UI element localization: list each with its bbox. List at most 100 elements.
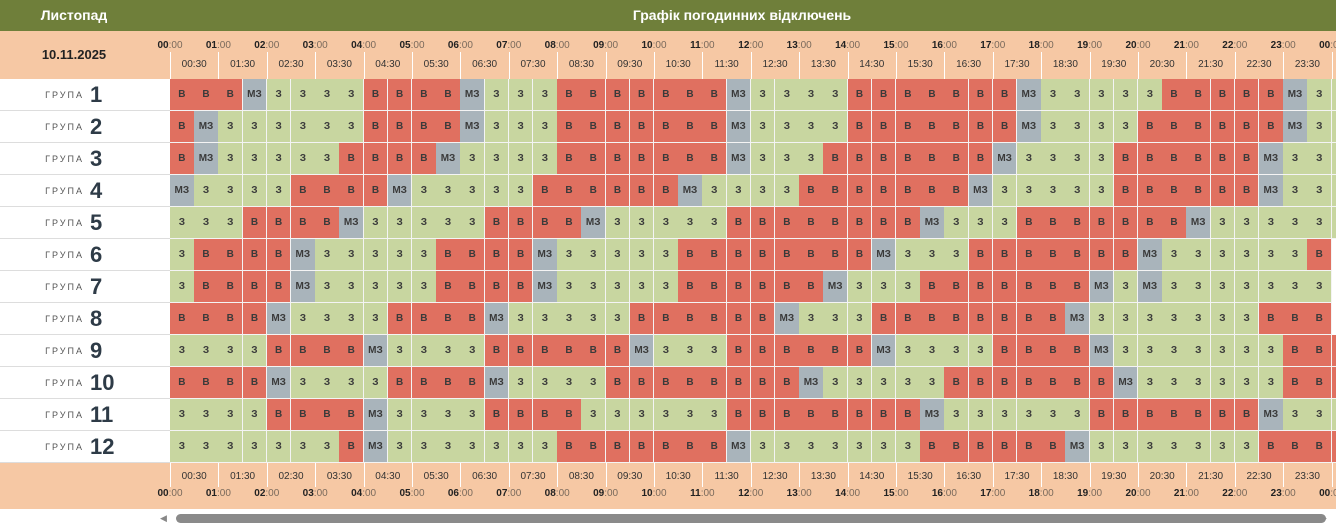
schedule-cell[interactable]: З (194, 335, 219, 367)
schedule-cell[interactable]: З (436, 175, 461, 207)
schedule-cell[interactable]: З (775, 111, 800, 143)
schedule-cell[interactable]: З (992, 175, 1018, 207)
schedule-cell[interactable]: З (533, 111, 558, 143)
schedule-cell[interactable]: В (1017, 239, 1042, 271)
schedule-cell[interactable]: В (629, 303, 655, 335)
schedule-cell[interactable]: В (1307, 239, 1333, 271)
schedule-cell[interactable]: З (484, 79, 510, 111)
schedule-cell[interactable]: В (823, 207, 849, 239)
schedule-cell[interactable]: В (847, 175, 873, 207)
schedule-cell[interactable]: В (557, 207, 582, 239)
schedule-cell[interactable]: МЗ (170, 175, 195, 207)
schedule-cell[interactable]: З (629, 207, 655, 239)
schedule-cell[interactable]: З (484, 143, 510, 175)
schedule-cell[interactable]: В (1089, 367, 1115, 399)
schedule-cell[interactable]: В (1162, 111, 1187, 143)
schedule-cell[interactable]: В (847, 143, 873, 175)
schedule-cell[interactable]: З (871, 367, 897, 399)
schedule-cell[interactable]: З (1089, 143, 1115, 175)
schedule-cell[interactable]: В (218, 239, 244, 271)
schedule-cell[interactable]: В (1138, 207, 1163, 239)
schedule-cell[interactable]: В (871, 175, 897, 207)
schedule-cell[interactable]: В (218, 367, 244, 399)
schedule-cell[interactable]: З (315, 271, 340, 303)
schedule-cell[interactable]: З (1331, 207, 1336, 239)
schedule-cell[interactable]: МЗ (436, 143, 461, 175)
schedule-cell[interactable]: З (291, 303, 316, 335)
schedule-cell[interactable]: В (629, 143, 655, 175)
schedule-cell[interactable]: В (992, 367, 1018, 399)
schedule-cell[interactable]: З (896, 239, 921, 271)
schedule-cell[interactable]: В (387, 143, 413, 175)
schedule-cell[interactable]: МЗ (1065, 431, 1091, 463)
schedule-cell[interactable]: З (387, 335, 413, 367)
schedule-cell[interactable]: В (1113, 207, 1139, 239)
schedule-cell[interactable]: З (533, 367, 558, 399)
schedule-cell[interactable]: З (1138, 367, 1163, 399)
schedule-cell[interactable]: В (968, 271, 994, 303)
schedule-cell[interactable]: В (436, 111, 461, 143)
schedule-cell[interactable]: МЗ (629, 335, 655, 367)
schedule-cell[interactable]: МЗ (266, 303, 292, 335)
schedule-cell[interactable]: З (702, 399, 728, 431)
schedule-cell[interactable]: З (1210, 431, 1236, 463)
schedule-cell[interactable]: МЗ (1017, 111, 1042, 143)
schedule-cell[interactable]: З (654, 207, 679, 239)
schedule-cell[interactable]: В (871, 143, 897, 175)
schedule-cell[interactable]: З (1186, 271, 1212, 303)
schedule-cell[interactable]: В (799, 399, 824, 431)
schedule-cell[interactable]: З (1307, 271, 1333, 303)
schedule-cell[interactable]: МЗ (726, 79, 752, 111)
schedule-cell[interactable]: В (605, 367, 631, 399)
schedule-cell[interactable]: З (1089, 79, 1115, 111)
schedule-cell[interactable]: В (1017, 207, 1042, 239)
schedule-cell[interactable]: В (1234, 175, 1260, 207)
schedule-cell[interactable]: З (1138, 431, 1163, 463)
schedule-cell[interactable]: З (871, 431, 897, 463)
schedule-cell[interactable]: В (484, 207, 510, 239)
schedule-cell[interactable]: В (266, 207, 292, 239)
schedule-cell[interactable]: В (1017, 431, 1042, 463)
schedule-cell[interactable]: В (533, 175, 558, 207)
schedule-cell[interactable]: В (291, 175, 316, 207)
schedule-cell[interactable]: З (291, 143, 316, 175)
schedule-cell[interactable]: В (218, 303, 244, 335)
schedule-cell[interactable]: В (1283, 303, 1308, 335)
schedule-cell[interactable]: З (266, 143, 292, 175)
scroll-right-icon[interactable]: ▶ (1320, 513, 1327, 523)
schedule-cell[interactable]: З (581, 303, 607, 335)
schedule-cell[interactable]: В (508, 239, 534, 271)
schedule-cell[interactable]: В (1259, 79, 1284, 111)
schedule-cell[interactable]: З (387, 271, 413, 303)
schedule-cell[interactable]: В (436, 271, 461, 303)
schedule-cell[interactable]: В (702, 79, 728, 111)
schedule-cell[interactable]: В (605, 431, 631, 463)
schedule-cell[interactable]: В (242, 271, 268, 303)
schedule-cell[interactable]: З (315, 303, 340, 335)
schedule-cell[interactable]: В (1283, 335, 1308, 367)
schedule-cell[interactable]: В (412, 143, 437, 175)
schedule-cell[interactable]: В (242, 303, 268, 335)
schedule-cell[interactable]: З (920, 239, 945, 271)
schedule-cell[interactable]: В (1138, 111, 1163, 143)
schedule-cell[interactable]: З (242, 175, 268, 207)
schedule-cell[interactable]: В (992, 303, 1018, 335)
schedule-cell[interactable]: З (436, 399, 461, 431)
schedule-cell[interactable]: В (218, 271, 244, 303)
schedule-cell[interactable]: В (775, 367, 800, 399)
schedule-cell[interactable]: З (363, 367, 389, 399)
schedule-cell[interactable]: З (1186, 239, 1212, 271)
schedule-cell[interactable]: В (750, 367, 776, 399)
schedule-cell[interactable]: З (533, 431, 558, 463)
schedule-cell[interactable]: З (412, 431, 437, 463)
schedule-cell[interactable]: В (1331, 335, 1336, 367)
schedule-cell[interactable]: В (968, 367, 994, 399)
schedule-cell[interactable]: В (1065, 239, 1091, 271)
schedule-cell[interactable]: З (1113, 431, 1139, 463)
schedule-cell[interactable]: З (750, 79, 776, 111)
schedule-cell[interactable]: В (871, 207, 897, 239)
schedule-cell[interactable]: В (315, 175, 340, 207)
schedule-cell[interactable]: З (1283, 143, 1308, 175)
schedule-cell[interactable]: В (363, 79, 389, 111)
schedule-cell[interactable]: З (1307, 175, 1333, 207)
